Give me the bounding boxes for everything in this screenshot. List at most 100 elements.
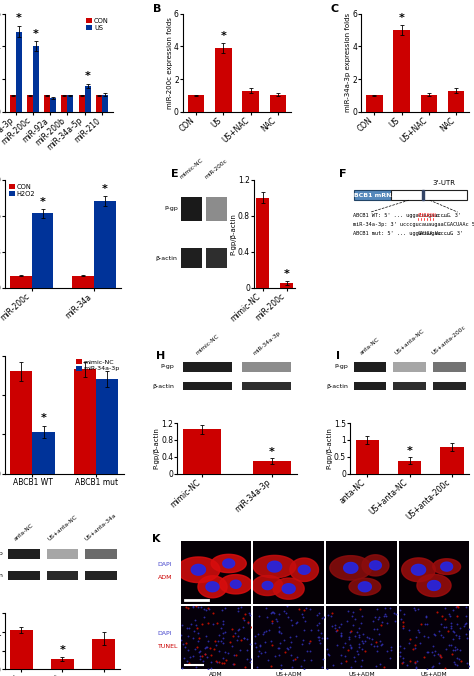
Point	[303, 645, 310, 656]
Point	[287, 614, 295, 625]
Point	[264, 655, 272, 666]
Point	[261, 647, 269, 658]
Text: P-gp: P-gp	[161, 364, 174, 370]
Point	[177, 629, 185, 640]
Point	[243, 654, 251, 665]
Point	[355, 639, 362, 650]
Bar	[96, 95, 102, 112]
Text: Uc ... 3': Uc ... 3'	[435, 231, 463, 236]
Point	[403, 660, 410, 671]
Point	[333, 639, 340, 650]
Point	[184, 603, 192, 614]
Text: H: H	[156, 352, 165, 362]
Bar	[183, 429, 221, 474]
Point	[234, 625, 242, 635]
Point	[399, 621, 407, 632]
Text: P-gp: P-gp	[164, 206, 178, 212]
Text: *: *	[60, 645, 65, 655]
Point	[192, 601, 200, 612]
Bar	[433, 382, 465, 390]
Bar	[46, 549, 78, 559]
Bar	[61, 95, 67, 112]
Point	[445, 639, 453, 650]
Point	[182, 638, 190, 649]
Point	[189, 602, 197, 613]
Bar	[270, 95, 286, 112]
Point	[194, 623, 201, 633]
Point	[342, 655, 349, 666]
Point	[282, 646, 289, 657]
Point	[441, 614, 449, 625]
Point	[453, 610, 461, 621]
Point	[448, 648, 456, 659]
FancyBboxPatch shape	[354, 191, 392, 200]
Point	[262, 626, 270, 637]
Bar	[96, 379, 118, 474]
Point	[234, 631, 241, 642]
Point	[438, 652, 445, 662]
Text: US+anta-200c: US+anta-200c	[431, 324, 467, 356]
Point	[437, 650, 444, 660]
Bar	[366, 95, 383, 112]
Text: 3'-UTR: 3'-UTR	[432, 180, 455, 186]
Point	[399, 652, 407, 663]
Point	[456, 654, 463, 665]
Point	[373, 637, 380, 648]
Point	[324, 663, 331, 674]
X-axis label: ADM
+anta-NC: ADM +anta-NC	[201, 672, 230, 676]
Point	[424, 619, 431, 629]
Point	[355, 631, 362, 642]
Point	[357, 617, 365, 628]
Point	[356, 604, 364, 614]
Point	[305, 637, 313, 648]
Bar	[440, 448, 464, 474]
Bar	[181, 197, 202, 221]
Point	[423, 664, 431, 675]
Text: *: *	[40, 197, 46, 207]
Bar	[393, 362, 426, 372]
Legend: CON, US: CON, US	[85, 17, 109, 31]
Bar	[448, 91, 465, 112]
Point	[268, 616, 275, 627]
Point	[373, 641, 381, 652]
Point	[453, 601, 460, 612]
Point	[454, 644, 461, 654]
Point	[456, 644, 464, 655]
Bar	[85, 571, 117, 579]
Point	[442, 644, 450, 654]
Point	[456, 623, 464, 633]
Point	[323, 644, 331, 654]
Point	[257, 647, 265, 658]
Point	[447, 639, 455, 650]
Point	[356, 642, 363, 652]
Point	[259, 629, 266, 639]
Point	[386, 603, 394, 614]
Point	[239, 622, 247, 633]
Point	[328, 621, 336, 632]
Bar	[85, 549, 117, 559]
Point	[346, 633, 353, 644]
Text: ABCB1 WT: 5' ... uggacuugauccuG: ABCB1 WT: 5' ... uggacuugauccuG	[353, 213, 450, 218]
Point	[196, 651, 204, 662]
Point	[381, 608, 389, 619]
Point	[319, 612, 326, 623]
Point	[461, 619, 469, 629]
Point	[411, 604, 419, 615]
Point	[283, 643, 291, 654]
Text: P-gp: P-gp	[335, 364, 348, 370]
Polygon shape	[230, 580, 241, 588]
Text: c ... 3': c ... 3'	[436, 213, 461, 218]
Point	[406, 655, 414, 666]
Point	[292, 618, 300, 629]
Point	[447, 618, 455, 629]
Point	[280, 635, 288, 646]
Point	[222, 654, 230, 665]
Point	[318, 661, 326, 672]
Point	[337, 631, 345, 642]
Text: mimic-NC: mimic-NC	[179, 158, 204, 180]
Point	[315, 631, 323, 642]
Point	[318, 632, 326, 643]
Text: B: B	[153, 3, 161, 14]
Point	[192, 620, 200, 631]
Bar	[8, 571, 40, 579]
